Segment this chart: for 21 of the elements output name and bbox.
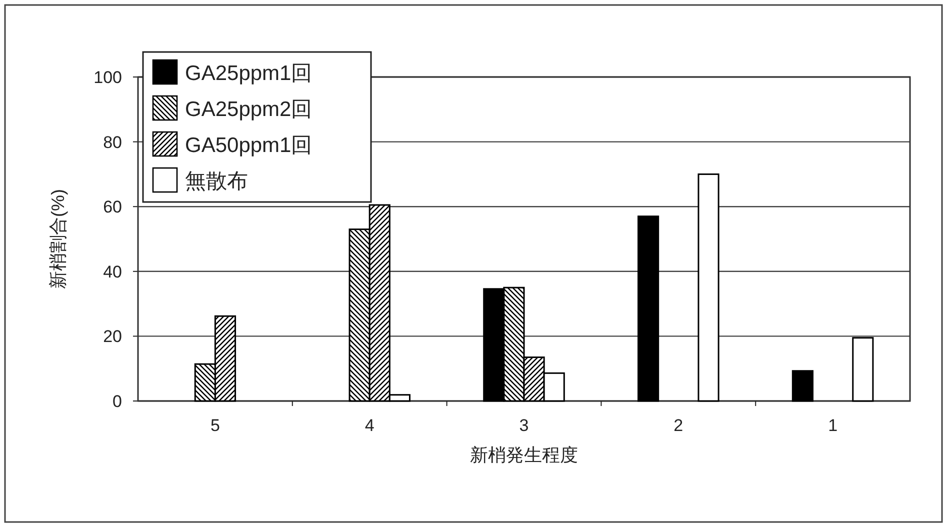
x-tick-label: 2 — [674, 416, 684, 435]
x-tick-label: 4 — [364, 416, 374, 435]
bar — [792, 370, 814, 402]
bar — [638, 216, 660, 402]
x-axis-title: 新梢発生程度 — [470, 445, 578, 465]
y-tick-label: 80 — [103, 132, 122, 152]
y-tick-label: 20 — [103, 327, 122, 346]
y-axis-title: 新梢割合(%) — [48, 189, 68, 289]
legend-label: GA25ppm2回 — [185, 98, 312, 121]
bar — [852, 337, 874, 402]
y-tick-label: 40 — [103, 262, 122, 282]
x-tick-label: 5 — [210, 416, 220, 435]
legend-label: 無散布 — [185, 170, 248, 193]
y-tick-label: 60 — [103, 198, 122, 217]
legend-label: GA50ppm1回 — [185, 134, 312, 157]
x-tick-label: 3 — [519, 416, 529, 435]
y-tick-label: 0 — [112, 392, 122, 411]
bar — [698, 173, 720, 402]
legend-label: GA25ppm1回 — [185, 62, 312, 85]
y-tick-label: 100 — [94, 68, 122, 87]
x-tick-label: 1 — [828, 416, 838, 435]
